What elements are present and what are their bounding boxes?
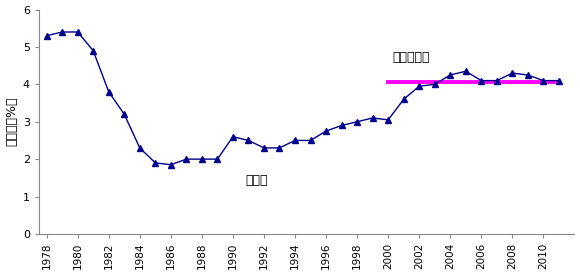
Text: 自然失業率: 自然失業率 xyxy=(393,51,430,64)
Y-axis label: 失業率（%）: 失業率（%） xyxy=(6,97,19,147)
Text: 失業率: 失業率 xyxy=(245,174,267,187)
